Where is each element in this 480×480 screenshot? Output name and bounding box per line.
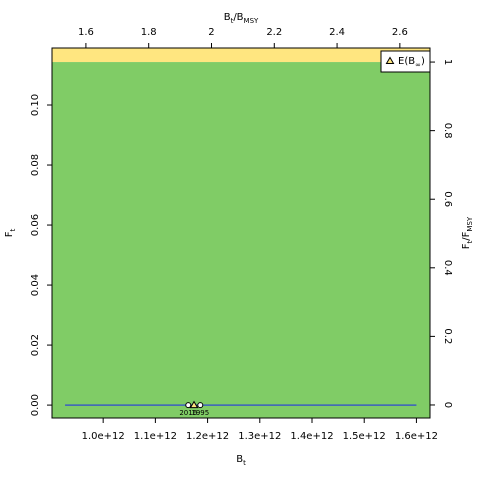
y-tick-label: 0.06	[30, 214, 41, 236]
x-tick-label: 1.4e+12	[290, 431, 333, 442]
x2-axis-title-part: /B	[233, 12, 243, 23]
x-tick-label: 1.6e+12	[395, 431, 438, 442]
y2-tick-label: 0.6	[442, 191, 453, 207]
y2-axis-title: Ft/FMSY	[461, 216, 474, 249]
y2-tick-label: 0.2	[442, 328, 453, 344]
plot-frame	[51, 47, 431, 419]
x2-tick-label: 1.8	[141, 27, 157, 38]
legend-box	[380, 50, 431, 73]
x-tick-label: 1.3e+12	[238, 431, 281, 442]
y2-tick-label: 0	[442, 402, 453, 408]
x2-axis-title: Bt/BMSY	[224, 12, 259, 25]
x2-axis-title-part: B	[224, 12, 231, 23]
year-label: 1995	[191, 409, 209, 417]
y2-axis-title-part: F	[461, 243, 472, 249]
x2-tick-label: 1.6	[78, 27, 94, 38]
legend-symbol	[385, 56, 395, 64]
zone-above	[52, 48, 430, 63]
y-tick-label: 0.02	[30, 334, 41, 356]
x-axis-title-part: B	[236, 454, 243, 465]
y-tick-label: 0.00	[30, 394, 41, 416]
y2-tick-label: 1	[442, 59, 453, 65]
x-tick-label: 1.1e+12	[134, 431, 177, 442]
zone-below	[52, 62, 430, 418]
y-tick-label: 0.10	[30, 94, 41, 116]
y-axis-title-part: t	[9, 228, 17, 231]
x2-axis-title-part: MSY	[244, 17, 259, 25]
y2-axis-title-part: MSY	[466, 216, 474, 231]
x-tick-label: 1.0e+12	[82, 431, 125, 442]
legend-label-part: )	[421, 56, 425, 67]
x-tick-label: 1.2e+12	[186, 431, 229, 442]
x2-tick-label: 2.4	[329, 27, 345, 38]
y2-tick-label: 0.8	[442, 123, 453, 139]
x2-axis-title-part: t	[231, 17, 234, 25]
y-tick-label: 0.04	[30, 274, 41, 296]
y2-axis-title-part: t	[466, 240, 474, 243]
y2-axis-title-part: /F	[461, 231, 472, 240]
legend-label-part: E(B	[398, 56, 415, 67]
y-axis-title: Ft	[4, 228, 17, 237]
x2-tick-label: 2.6	[392, 27, 408, 38]
x-tick-label: 1.5e+12	[343, 431, 386, 442]
legend-label-part: ∞	[415, 61, 421, 69]
y-tick-label: 0.08	[30, 154, 41, 176]
year-label: 2016	[179, 409, 197, 417]
x2-tick-label: 2.2	[266, 27, 282, 38]
x2-tick-label: 2	[208, 27, 214, 38]
expected-point	[189, 400, 199, 409]
x-axis-title: Bt	[236, 454, 246, 467]
y2-tick-label: 0.4	[442, 260, 453, 276]
legend-label: E(B∞)	[398, 56, 425, 69]
x-axis-title-part: t	[243, 459, 246, 467]
year-point	[185, 402, 192, 409]
year-point	[197, 402, 204, 409]
y-axis-title-part: F	[4, 231, 15, 237]
